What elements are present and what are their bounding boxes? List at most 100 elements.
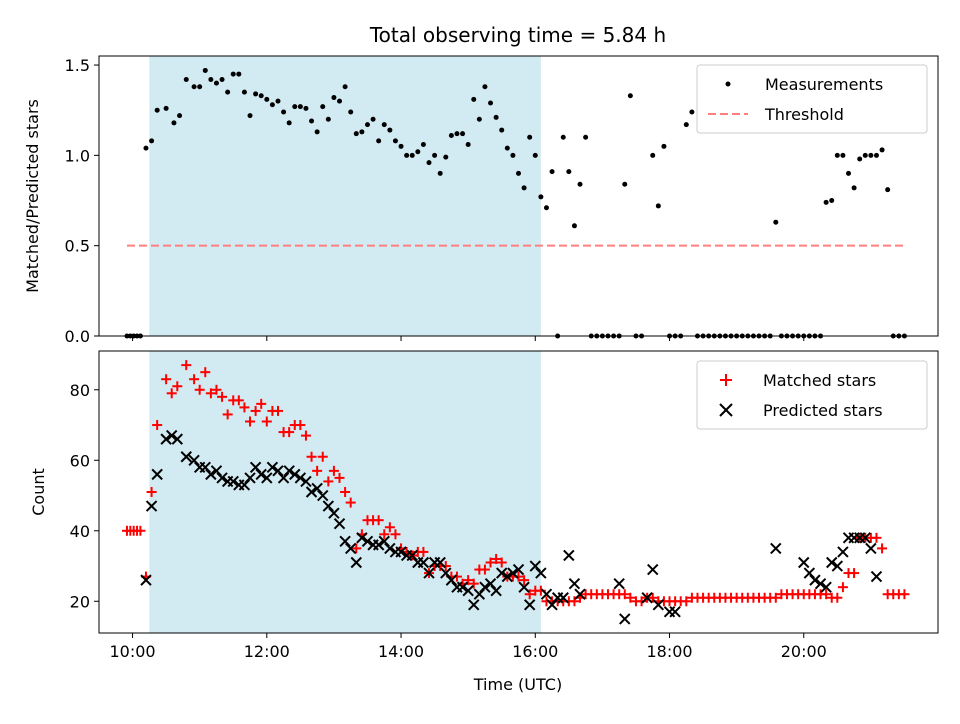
matched-point <box>323 476 334 487</box>
predicted-point <box>434 556 446 569</box>
predicted-point <box>305 486 318 498</box>
measurement-point <box>154 107 160 113</box>
measurement-point <box>183 76 189 82</box>
predicted-point <box>518 581 530 593</box>
matched-point <box>849 568 860 579</box>
measurement-point <box>504 145 510 151</box>
top-legend: Measurements Threshold <box>696 64 928 134</box>
predicted-point <box>160 433 172 445</box>
bottom-legend-box <box>696 360 928 430</box>
measurement-point <box>885 187 891 193</box>
measurement-point <box>465 142 471 148</box>
matched-point <box>877 543 888 554</box>
predicted-point <box>205 468 217 481</box>
predicted-point <box>831 560 844 572</box>
bottom-y-axis-label: Count <box>29 468 48 516</box>
measurement-point <box>543 205 549 211</box>
matched-point <box>272 405 283 416</box>
matched-point <box>261 416 272 427</box>
measurement-point <box>191 84 197 90</box>
measurement-point <box>230 71 236 77</box>
measurement-point <box>309 118 315 124</box>
predicted-point <box>372 539 385 551</box>
predicted-point <box>210 465 223 477</box>
measurement-point <box>560 134 566 140</box>
predicted-point <box>227 475 239 488</box>
measurement-point <box>538 194 544 200</box>
matched-point <box>328 465 339 476</box>
legend-predicted-label: Predicted stars <box>763 401 883 420</box>
predicted-point <box>361 535 374 548</box>
measurement-point <box>163 105 169 111</box>
matched-point <box>161 374 172 385</box>
measurement-point <box>381 122 387 128</box>
measurement-point <box>583 134 589 140</box>
top-shaded-region <box>149 56 541 336</box>
matched-point <box>166 388 177 399</box>
legend-threshold-label: Threshold <box>764 105 844 124</box>
predicted-point <box>563 549 575 562</box>
top-legend-box <box>696 64 928 134</box>
predicted-point <box>468 599 480 611</box>
y-tick-label: 1.0 <box>65 146 90 165</box>
measurement-point <box>437 170 443 176</box>
measurement-point <box>292 104 298 110</box>
measurement-point <box>398 143 404 149</box>
matched-point <box>194 384 205 395</box>
predicted-point <box>837 546 849 558</box>
predicted-point <box>826 556 838 569</box>
x-tick-label: 14:00 <box>378 642 424 661</box>
predicted-point <box>546 599 558 611</box>
measurement-point <box>846 170 852 176</box>
predicted-point <box>523 599 536 611</box>
matched-point <box>569 596 580 607</box>
matched-point <box>172 381 183 392</box>
y-tick-label: 60 <box>70 451 90 470</box>
measurement-point <box>331 95 337 101</box>
measurement-point <box>834 152 840 158</box>
measurement-point <box>689 109 695 115</box>
matched-point <box>619 589 630 600</box>
matched-point <box>519 575 530 586</box>
predicted-point <box>512 563 525 576</box>
measurement-point <box>376 138 382 144</box>
predicted-point <box>484 577 497 590</box>
predicted-point <box>266 461 279 474</box>
predicted-point <box>328 507 340 519</box>
measurement-point <box>655 203 661 209</box>
predicted-point <box>199 461 211 474</box>
measurement-point <box>851 185 857 191</box>
top-points-layer <box>124 67 907 339</box>
predicted-point <box>180 451 192 463</box>
measurement-point <box>197 84 203 90</box>
measurement-point <box>499 127 505 133</box>
predicted-point <box>140 574 152 586</box>
matched-point <box>295 420 306 431</box>
measurement-point <box>353 131 359 137</box>
measurement-point <box>773 219 779 225</box>
matched-point <box>496 557 507 568</box>
top-y-axis-label: Matched/Predicted stars <box>23 99 42 293</box>
measurement-point <box>337 98 343 104</box>
measurement-point <box>448 132 454 138</box>
measurement-point <box>510 152 516 158</box>
predicted-point <box>535 567 547 579</box>
matched-point <box>899 589 910 600</box>
predicted-point <box>350 556 363 569</box>
measurement-point <box>661 143 667 149</box>
measurement-point <box>143 145 149 151</box>
matched-point <box>256 398 267 409</box>
matched-point <box>479 564 490 575</box>
measurement-point <box>549 169 555 175</box>
matched-point <box>821 589 832 600</box>
measurement-point <box>650 152 656 158</box>
matched-point <box>181 360 192 371</box>
predicted-point <box>272 465 284 477</box>
predicted-point <box>613 577 625 590</box>
predicted-point <box>339 535 351 548</box>
x-tick-label: 12:00 <box>244 642 290 661</box>
predicted-point <box>249 461 262 474</box>
predicted-point <box>145 500 158 512</box>
measurement-point <box>879 147 885 153</box>
measurement-point <box>364 122 370 128</box>
